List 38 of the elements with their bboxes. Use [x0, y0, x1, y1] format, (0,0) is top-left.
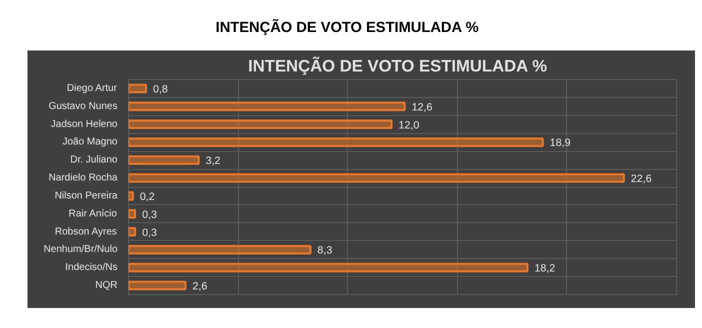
y-tick-label: NQR: [95, 280, 118, 292]
bar: [128, 262, 528, 272]
y-tick-label: Dr. Juliano: [70, 154, 118, 166]
bar: [128, 191, 134, 201]
data-label: 0,8: [153, 83, 168, 96]
bar: [128, 227, 136, 237]
bar: [128, 102, 406, 112]
y-tick-label: Rair Anício: [68, 208, 118, 220]
data-label: 18,9: [550, 137, 571, 150]
bar: [128, 120, 393, 130]
data-label: 22,6: [630, 173, 652, 186]
bar: [128, 173, 625, 183]
data-label: 0,2: [140, 190, 155, 203]
chart-title: INTENÇÃO DE VOTO ESTIMULADA %: [216, 18, 479, 36]
data-label: 18,2: [534, 262, 556, 275]
bar: [128, 84, 148, 94]
data-label: 0,3: [142, 208, 157, 221]
y-tick-label: Diego Artur: [66, 82, 118, 94]
bar: [128, 244, 312, 254]
bar: [128, 280, 186, 290]
data-label: 8,3: [317, 244, 332, 257]
y-tick-label: Indeciso/Ns: [65, 262, 118, 274]
y-tick-label: Robson Ayres: [54, 226, 117, 238]
y-tick-label: Nardielo Rocha: [48, 172, 118, 184]
y-tick-label: João Magno: [62, 136, 118, 148]
data-label: 12,6: [412, 101, 433, 114]
y-tick-label: Nenhum/Br/Nulo: [44, 244, 118, 256]
data-label: 2,6: [192, 280, 208, 293]
bar: [128, 209, 136, 219]
bar: [128, 137, 544, 147]
bar: [128, 155, 200, 165]
y-tick-label: Jadson Heleno: [50, 118, 118, 130]
y-tick-label: Nilson Pereira: [54, 190, 118, 202]
y-tick-label: Gustavo Nunes: [48, 100, 118, 112]
data-label: 12,0: [398, 119, 420, 132]
data-label: 0,3: [142, 226, 157, 239]
chart-subtitle: INTENÇÃO DE VOTO ESTIMULADA %: [248, 56, 548, 76]
data-label: 3,2: [206, 155, 221, 168]
